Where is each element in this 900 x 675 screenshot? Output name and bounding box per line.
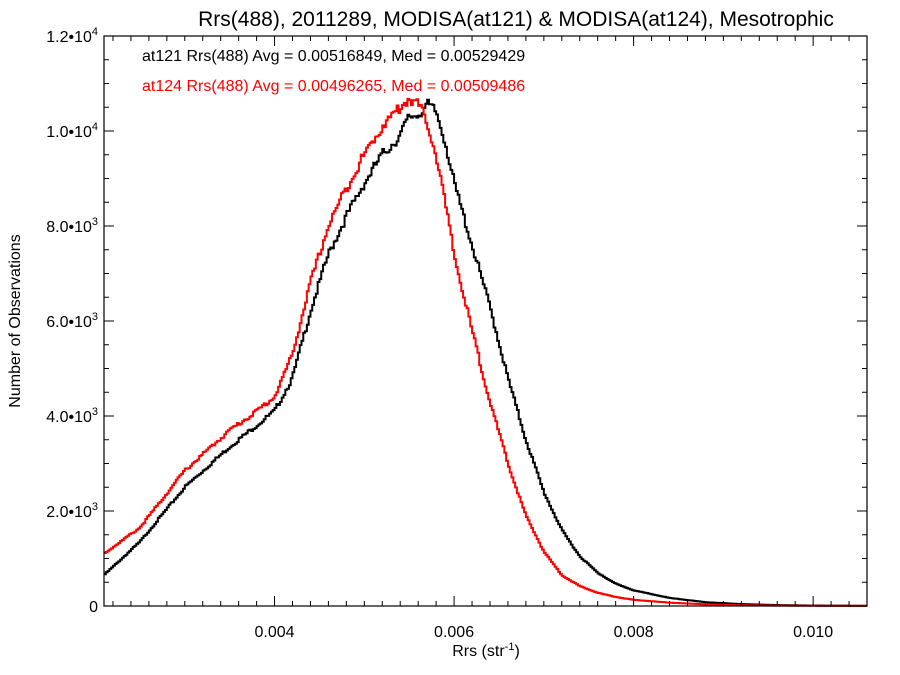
x-axis-label-main: Rrs (str	[452, 643, 505, 660]
x-tick-label: 0.010	[793, 624, 833, 641]
annotation-at121: at121 Rrs(488) Avg = 0.00516849, Med = 0…	[142, 48, 525, 65]
y-tick-label: 2.0•103	[46, 501, 98, 521]
y-axis: 0 2.0•103 4.0•103 6.0•103 8.0•103 1.0•104 1.2•…	[46, 26, 867, 616]
x-tick-label: 0.008	[614, 624, 654, 641]
series-layer	[104, 97, 867, 607]
chart-title: Rrs(488), 2011289, MODISA(at121) & MODIS…	[198, 8, 834, 31]
x-axis-label: Rrs (str-1)	[452, 641, 520, 660]
x-axis: 0.004 0.006 0.008 0.010	[112, 36, 868, 641]
series-line-1	[104, 97, 867, 607]
x-tick-label: 0.006	[434, 624, 474, 641]
y-tick-label: 4.0•103	[46, 406, 98, 426]
y-tick-label: 0	[89, 599, 98, 616]
annotation-at124: at124 Rrs(488) Avg = 0.00496265, Med = 0…	[142, 78, 525, 95]
y-tick-label: 8.0•103	[46, 216, 98, 236]
y-tick-label: 6.0•103	[46, 311, 98, 331]
x-axis-label-end: )	[514, 643, 519, 660]
y-tick-label: 1.0•104	[46, 121, 98, 141]
plot-frame	[103, 35, 868, 607]
y-tick-label: 1.2•104	[46, 26, 98, 46]
series-line-0	[104, 98, 867, 607]
x-tick-label: 0.004	[255, 624, 295, 641]
x-axis-label-superscript: -1	[505, 641, 515, 653]
y-axis-label: Number of Observations	[7, 234, 24, 407]
